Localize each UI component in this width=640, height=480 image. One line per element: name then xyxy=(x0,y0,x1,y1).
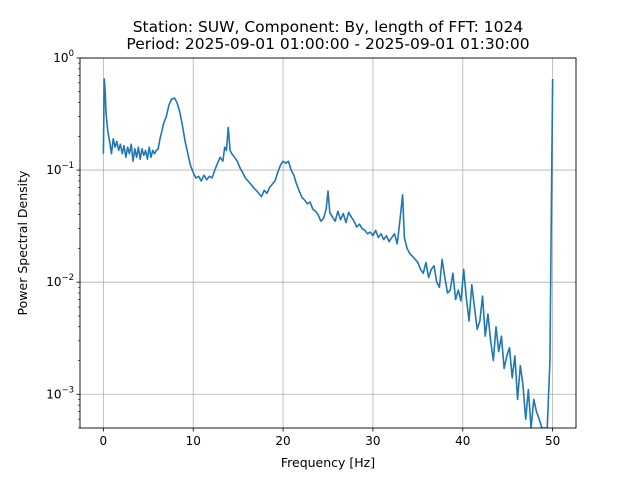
x-axis-label: Frequency [Hz] xyxy=(281,455,375,470)
chart-title-line-1: Station: SUW, Component: By, length of F… xyxy=(133,18,524,36)
x-tick-label: 50 xyxy=(545,434,560,448)
y-tick-label: 10−2 xyxy=(46,273,74,289)
chart-title-line-2: Period: 2025-09-01 01:00:00 - 2025-09-01… xyxy=(126,35,529,53)
x-tick-label: 40 xyxy=(455,434,470,448)
plot-area-frame xyxy=(79,57,577,429)
x-tick-label: 30 xyxy=(365,434,380,448)
y-tick-label: 10−3 xyxy=(46,385,74,401)
y-tick-label: 10−1 xyxy=(46,161,74,177)
psd-series-line xyxy=(102,78,554,428)
y-tick-label: 100 xyxy=(53,49,74,65)
y-axis-ticks: 10−3 10−2 10−1 100 xyxy=(46,49,80,429)
x-tick-label: 20 xyxy=(275,434,290,448)
y-axis-label: Power Spectral Density xyxy=(15,170,30,315)
x-axis-ticks: 0 10 20 30 40 50 xyxy=(100,428,560,448)
x-tick-label: 10 xyxy=(186,434,201,448)
x-tick-label: 0 xyxy=(100,434,108,448)
